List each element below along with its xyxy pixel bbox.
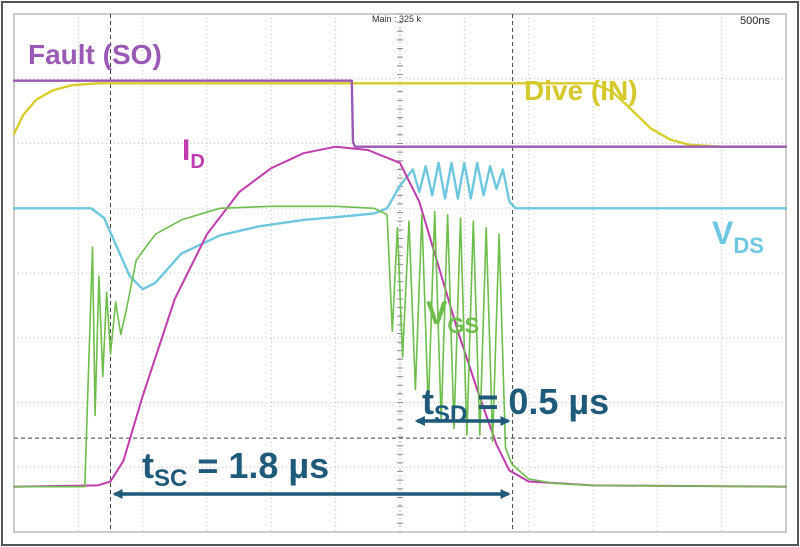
tsd-t: t [422, 381, 434, 422]
vgs-label-sub: GS [447, 313, 479, 338]
id-label: ID [182, 134, 205, 173]
main-zoom-readout: Main : 325 k [372, 14, 422, 24]
fault-so-label: Fault (SO) [28, 39, 162, 70]
vgs-label-main: V [426, 295, 448, 331]
time-cursors [14, 14, 786, 532]
tsc-sub: SC [154, 465, 187, 492]
vgs-label: VGS [426, 295, 479, 338]
trace-id [13, 145, 787, 488]
trace-drive [12, 82, 788, 148]
drive-in-label: Dive (IN) [524, 75, 638, 106]
timing-annotations [112, 416, 511, 499]
tsd-annotation: tSD = 0.5 µs [422, 381, 609, 428]
tsd-value: = 0.5 µs [467, 381, 609, 422]
tsc-value: = 1.8 µs [187, 445, 329, 486]
timebase-readout: 500ns [740, 15, 770, 27]
vds-label: VDS [712, 215, 764, 258]
tsc-annotation: tSC = 1.8 µs [142, 445, 329, 492]
vds-label-sub: DS [733, 233, 764, 258]
trace-fault [12, 79, 788, 148]
trace-vds [12, 161, 788, 291]
tsd-sub: SD [434, 401, 467, 428]
trace-vgs [13, 205, 787, 488]
tsc-t: t [142, 445, 154, 486]
id-label-main: I [182, 134, 190, 167]
id-label-sub: D [190, 151, 204, 173]
waveform-traces [12, 79, 788, 488]
vds-label-main: V [712, 215, 734, 251]
